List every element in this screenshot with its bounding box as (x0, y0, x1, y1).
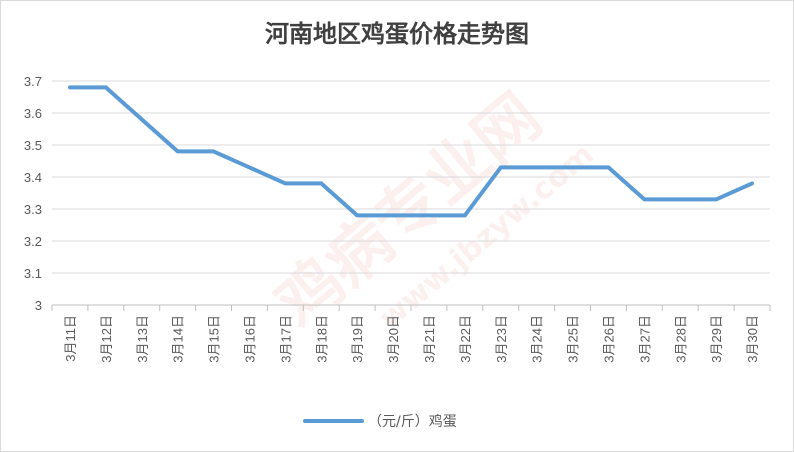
x-tick-label: 3月23日 (494, 315, 509, 363)
data-point (714, 197, 718, 201)
data-point (499, 165, 503, 169)
y-tick-label: 3.7 (24, 74, 42, 89)
data-point (283, 181, 287, 185)
data-point (463, 213, 467, 217)
x-tick-label: 3月28日 (673, 315, 688, 363)
y-axis-ticks: 3 3.1 3.2 3.3 3.4 3.5 3.6 3.7 (24, 74, 42, 313)
series (67, 85, 755, 218)
data-point (642, 197, 646, 201)
x-tick-label: 3月17日 (278, 315, 293, 363)
x-tick-label: 3月26日 (601, 315, 616, 363)
data-point (68, 85, 72, 89)
x-tick-label: 3月15日 (207, 315, 222, 363)
x-tick-label: 3月16日 (242, 315, 257, 363)
y-tick-label: 3.4 (24, 170, 42, 185)
data-point (427, 213, 431, 217)
y-tick-label: 3.6 (24, 106, 42, 121)
x-axis-ticks: 3月11日 3月12日 3月13日 3月14日 3月15日 3月16日 3月17日 3月18日… (63, 315, 760, 363)
data-point (140, 117, 144, 121)
x-axis (51, 304, 771, 311)
data-point (535, 165, 539, 169)
data-point (319, 181, 323, 185)
y-tick-label: 3.5 (24, 138, 42, 153)
x-tick-label: 3月13日 (135, 315, 150, 363)
x-tick-label: 3月18日 (314, 315, 329, 363)
data-point (212, 149, 216, 153)
y-tick-label: 3.1 (24, 266, 42, 281)
y-tick-label: 3.3 (24, 202, 42, 217)
data-point (391, 213, 395, 217)
x-tick-label: 3月19日 (350, 315, 365, 363)
y-tick-label: 3.2 (24, 234, 42, 249)
data-point (750, 181, 754, 185)
x-tick-label: 3月14日 (171, 315, 186, 363)
x-tick-label: 3月24日 (530, 315, 545, 363)
legend-label: （元/斤）鸡蛋 (368, 413, 457, 430)
chart-title: 河南地区鸡蛋价格走势图 (265, 19, 529, 48)
x-tick-label: 3月21日 (422, 315, 437, 363)
data-point (104, 85, 108, 89)
data-point (678, 197, 682, 201)
x-tick-label: 3月30日 (745, 315, 760, 363)
series-line (67, 85, 755, 218)
data-point (247, 165, 251, 169)
x-tick-label: 3月27日 (637, 315, 652, 363)
x-tick-label: 3月11日 (63, 315, 78, 362)
legend: （元/斤）鸡蛋 (303, 413, 457, 430)
data-point (355, 213, 359, 217)
data-point (176, 149, 180, 153)
watermark: 鸡病专业网 www.jbzyw.com (263, 80, 601, 342)
x-tick-label: 3月29日 (709, 315, 724, 363)
x-tick-label: 3月25日 (566, 315, 581, 363)
x-tick-label: 3月20日 (386, 315, 401, 363)
x-tick-label: 3月22日 (458, 315, 473, 363)
data-point (571, 165, 575, 169)
data-point (606, 165, 610, 169)
y-tick-label: 3 (35, 298, 42, 313)
x-tick-label: 3月12日 (99, 315, 114, 363)
